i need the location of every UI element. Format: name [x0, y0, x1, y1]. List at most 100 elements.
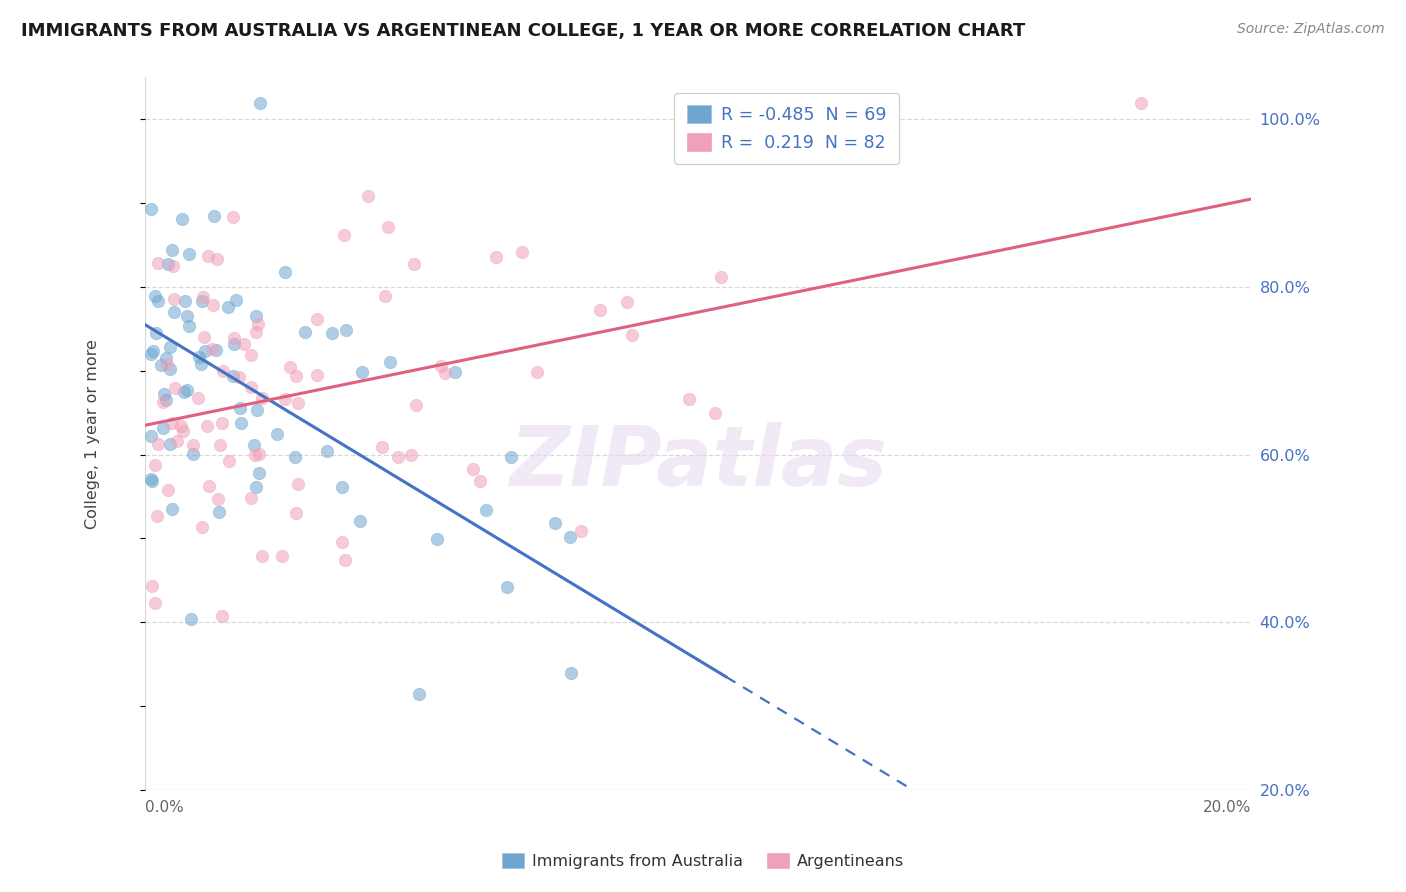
Point — [485, 251, 508, 265]
Point — [174, 293, 197, 308]
Point — [179, 318, 201, 333]
Point — [250, 549, 273, 563]
Point — [139, 472, 162, 486]
Point — [145, 509, 167, 524]
Point — [287, 395, 309, 409]
Point — [357, 189, 380, 203]
Point — [156, 257, 179, 271]
Point — [194, 343, 217, 358]
Point — [249, 95, 271, 110]
Point — [475, 503, 498, 517]
Point — [141, 474, 163, 488]
Point — [173, 384, 195, 399]
Point — [170, 419, 193, 434]
Point — [222, 331, 245, 345]
Point — [160, 244, 183, 258]
Point — [165, 381, 187, 395]
Point — [156, 358, 179, 372]
Point — [208, 505, 231, 519]
Text: College, 1 year or more: College, 1 year or more — [84, 339, 100, 529]
Point — [207, 492, 229, 507]
Point — [330, 535, 353, 549]
Point — [243, 437, 266, 451]
Point — [243, 448, 266, 462]
Point — [245, 309, 267, 323]
Point — [588, 303, 610, 318]
Point — [224, 337, 246, 351]
Point — [544, 516, 567, 530]
Point — [274, 265, 297, 279]
Point — [294, 325, 316, 339]
Point — [211, 609, 233, 624]
Point — [191, 520, 214, 534]
Point — [202, 209, 225, 223]
Point — [560, 666, 582, 681]
Point — [139, 202, 162, 217]
Point — [240, 347, 263, 361]
Point — [187, 350, 209, 364]
Point — [211, 417, 233, 431]
Point — [250, 392, 273, 406]
Point — [160, 502, 183, 516]
Point — [526, 365, 548, 379]
Text: Source: ZipAtlas.com: Source: ZipAtlas.com — [1237, 22, 1385, 37]
Point — [202, 297, 225, 311]
Point — [247, 447, 270, 461]
Point — [378, 355, 401, 369]
Point — [315, 444, 337, 458]
Point — [143, 289, 166, 303]
Point — [148, 437, 170, 451]
Point — [510, 244, 533, 259]
Point — [152, 421, 174, 435]
Point — [163, 305, 186, 319]
Point — [387, 450, 409, 464]
Point — [430, 359, 453, 374]
Point — [141, 579, 163, 593]
Point — [187, 391, 209, 405]
Point — [374, 289, 396, 303]
Point — [197, 249, 219, 263]
Point — [496, 580, 519, 594]
Point — [228, 370, 250, 384]
Legend: R = -0.485  N = 69, R =  0.219  N = 82: R = -0.485 N = 69, R = 0.219 N = 82 — [675, 94, 898, 164]
Point — [145, 326, 167, 341]
Point — [245, 325, 267, 339]
Point — [231, 416, 253, 430]
Point — [139, 429, 162, 443]
Point — [155, 351, 177, 365]
Point — [285, 506, 308, 520]
Point — [159, 437, 181, 451]
Point — [408, 687, 430, 701]
Point — [569, 524, 592, 538]
Point — [620, 328, 643, 343]
Point — [240, 491, 263, 505]
Point — [247, 466, 270, 480]
Point — [157, 483, 180, 497]
Point — [865, 143, 887, 157]
Point — [180, 612, 202, 626]
Point — [225, 293, 247, 307]
Point — [404, 257, 426, 271]
Legend: Immigrants from Australia, Argentineans: Immigrants from Australia, Argentineans — [495, 847, 911, 875]
Point — [191, 290, 214, 304]
Text: 0.0%: 0.0% — [145, 800, 184, 815]
Point — [287, 477, 309, 491]
Point — [152, 386, 174, 401]
Point — [335, 323, 357, 337]
Point — [205, 252, 228, 266]
Point — [278, 360, 301, 375]
Point — [222, 210, 245, 224]
Point — [335, 553, 357, 567]
Point — [172, 424, 194, 438]
Point — [274, 392, 297, 407]
Point — [284, 369, 307, 384]
Point — [143, 458, 166, 472]
Point — [463, 462, 485, 476]
Point — [160, 416, 183, 430]
Point — [405, 398, 427, 412]
Point — [239, 380, 262, 394]
Point — [195, 418, 218, 433]
Point — [270, 549, 292, 563]
Point — [305, 368, 328, 382]
Point — [247, 317, 270, 331]
